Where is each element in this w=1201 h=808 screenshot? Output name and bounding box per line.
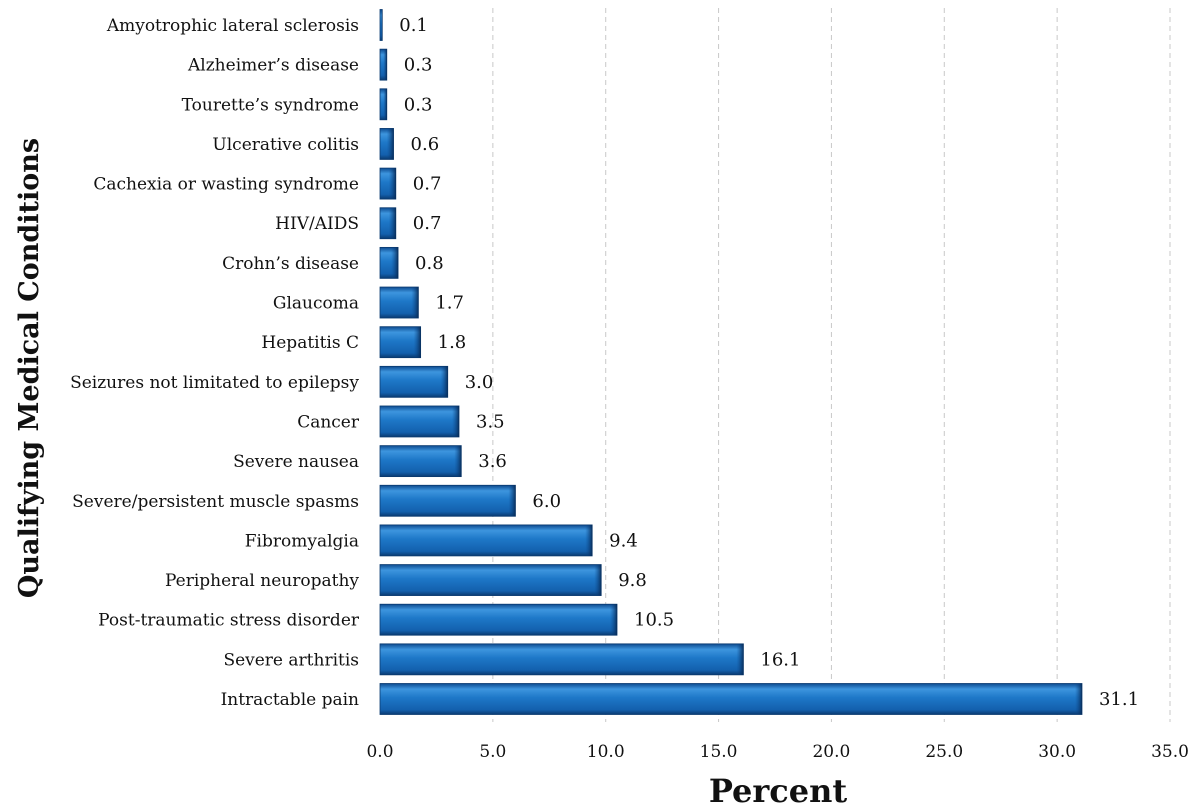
bar-end-shade (585, 524, 593, 556)
bar-end-shade (454, 445, 462, 477)
value-label: 10.5 (634, 610, 674, 631)
bar (379, 524, 593, 557)
bar-body (379, 524, 593, 557)
bar (379, 48, 388, 81)
bar-end-shade (413, 326, 421, 358)
bar-body (379, 643, 744, 676)
bars (379, 9, 1083, 715)
x-tick-label: 15.0 (700, 742, 738, 762)
bar-end-shade (1074, 683, 1082, 715)
value-label: 0.1 (399, 15, 428, 36)
bar-body (379, 445, 462, 478)
bar (379, 88, 388, 121)
x-axis-title: Percent (709, 772, 848, 808)
bar-end-shade (383, 88, 387, 120)
bar (379, 326, 422, 359)
bar-end-shade (440, 366, 448, 398)
x-tick-label: 30.0 (1038, 742, 1076, 762)
category-label: Intractable pain (221, 690, 359, 710)
value-label: 0.6 (411, 134, 440, 155)
value-label: 3.5 (476, 411, 505, 432)
category-label: Cachexia or wasting syndrome (93, 175, 359, 195)
bar (379, 603, 618, 636)
bar-end-shade (610, 604, 617, 636)
category-label: Seizures not limitated to epilepsy (70, 373, 359, 393)
category-label: Amyotrophic lateral sclerosis (106, 16, 359, 36)
bar-body (379, 683, 1083, 715)
value-label: 3.6 (478, 451, 507, 472)
bar-end-shade (411, 287, 419, 319)
bar-body (379, 564, 602, 596)
bar (379, 484, 516, 517)
category-label: Glaucoma (273, 294, 359, 314)
category-labels: Amyotrophic lateral sclerosis Alzheimer’s… (70, 16, 360, 710)
category-label: Crohn’s disease (222, 254, 359, 274)
bar-end-shade (388, 168, 396, 200)
bar (379, 643, 744, 676)
category-label: Cancer (297, 412, 360, 432)
value-label: 9.4 (609, 530, 638, 551)
category-label: Alzheimer’s disease (187, 56, 359, 76)
bar-end-shade (391, 247, 399, 279)
bar-end-shade (386, 128, 394, 160)
gridlines (492, 8, 1171, 722)
bar-end-shade (594, 564, 602, 596)
category-label: Hepatitis C (261, 333, 359, 353)
category-label: Post-traumatic stress disorder (98, 611, 360, 631)
value-label: 0.7 (413, 213, 442, 234)
bar (379, 128, 394, 160)
bar-end-shade (452, 405, 459, 437)
bar (379, 207, 397, 240)
bar (379, 405, 460, 438)
category-label: Severe arthritis (223, 650, 359, 670)
x-tick-label: 35.0 (1151, 742, 1189, 762)
bar (379, 286, 419, 319)
value-label: 1.8 (438, 332, 467, 353)
bar (379, 365, 449, 398)
x-tick-label: 25.0 (925, 742, 963, 762)
category-label: HIV/AIDS (275, 214, 359, 234)
category-label: Severe nausea (233, 452, 359, 472)
x-tick-label: 0.0 (366, 742, 393, 762)
x-tick-labels: 0.0 5.0 10.0 15.0 20.0 25.0 30.0 35.0 (366, 742, 1188, 762)
bar-body (379, 603, 618, 636)
value-label: 16.1 (760, 649, 800, 670)
bar-body (379, 484, 516, 517)
x-tick-label: 5.0 (479, 742, 506, 762)
category-label: Peripheral neuropathy (165, 571, 359, 591)
bar-end-shade (381, 9, 383, 41)
x-tick-label: 20.0 (812, 742, 850, 762)
category-label: Ulcerative colitis (212, 135, 359, 155)
bar-body (379, 365, 449, 398)
category-label: Tourette’s syndrome (182, 95, 359, 115)
category-label: Fibromyalgia (245, 531, 359, 551)
bar (379, 9, 383, 41)
value-labels: 0.1 0.3 0.3 0.6 0.7 0.7 0.8 1.7 1.8 3.0 3.5 3.6 6.0 9… (399, 15, 1139, 710)
y-axis-title: Qualifying Medical Conditions (14, 138, 45, 598)
bar (379, 683, 1083, 715)
bar-body (379, 405, 460, 438)
bar-end-shade (736, 643, 744, 675)
value-label: 6.0 (532, 491, 561, 512)
bar (379, 445, 462, 478)
value-label: 1.7 (435, 293, 464, 314)
bar (379, 167, 397, 200)
bar-end-shade (383, 49, 387, 81)
bar (379, 246, 399, 279)
value-label: 31.1 (1099, 689, 1139, 710)
value-label: 3.0 (465, 372, 494, 393)
value-label: 9.8 (618, 570, 647, 591)
value-label: 0.7 (413, 174, 442, 195)
value-label: 0.3 (404, 94, 433, 115)
value-label: 0.3 (404, 55, 433, 76)
category-label: Severe/persistent muscle spasms (72, 492, 359, 512)
bar-end-shade (508, 485, 516, 517)
bar-end-shade (388, 207, 396, 239)
value-label: 0.8 (415, 253, 444, 274)
x-tick-label: 10.0 (587, 742, 625, 762)
bar (379, 564, 602, 596)
